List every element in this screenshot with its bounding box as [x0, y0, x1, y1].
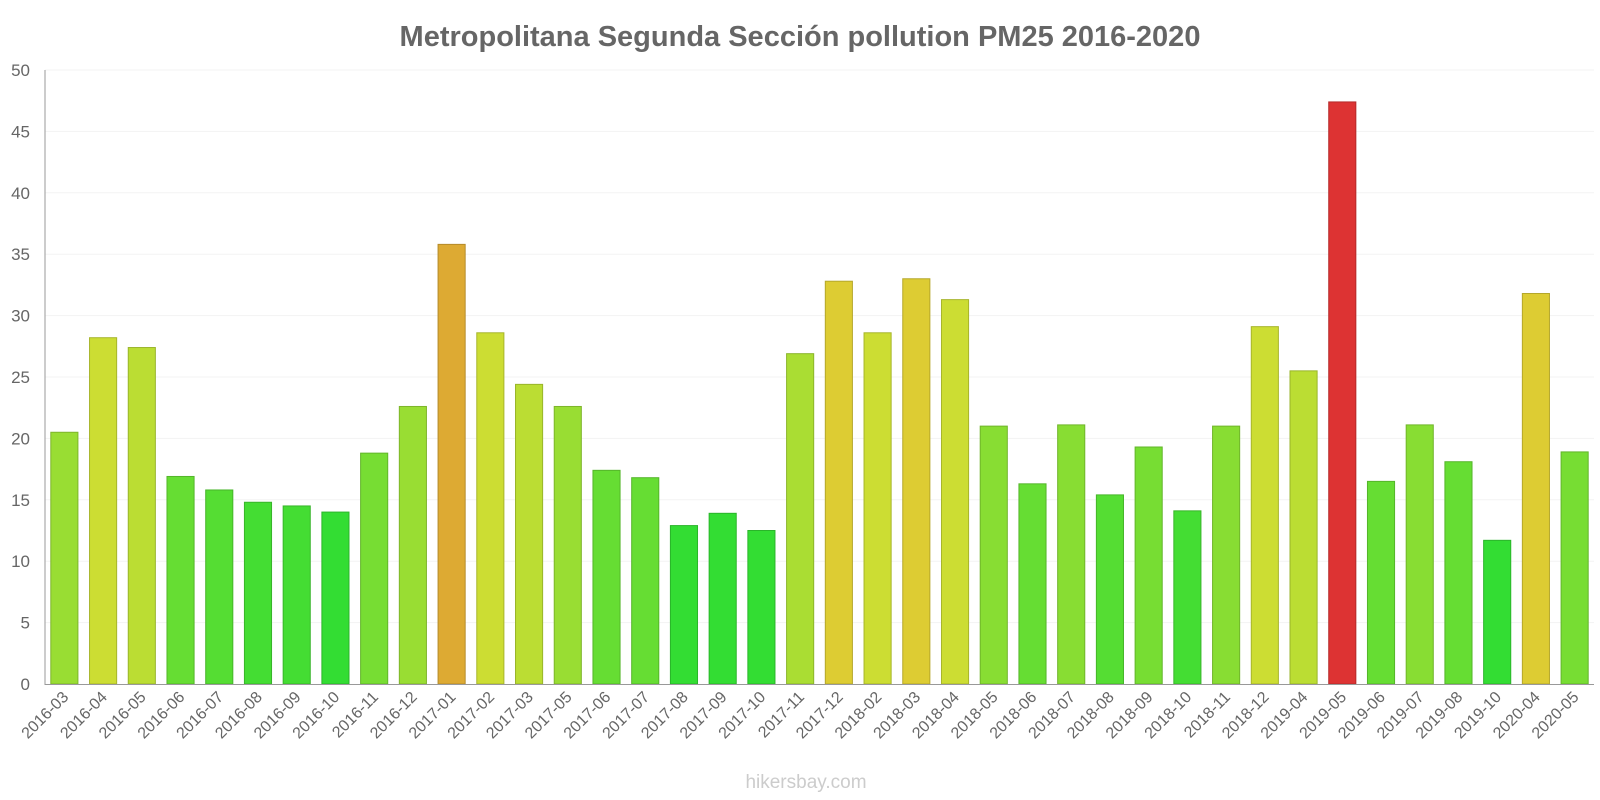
bar-2017-08	[669, 525, 699, 685]
y-tick-label: 5	[21, 614, 30, 633]
y-tick-label: 25	[11, 368, 30, 387]
bar-2018-09	[1134, 446, 1163, 685]
chart-title: Metropolitana Segunda Sección pollution …	[400, 21, 1201, 53]
bar-2016-04	[89, 337, 118, 685]
bar-2016-07	[205, 489, 234, 685]
y-tick-label: 50	[11, 61, 30, 80]
bar-2019-10	[1483, 539, 1512, 685]
bar-2018-10	[1173, 510, 1202, 685]
gridlines	[45, 69, 1594, 624]
y-tick-label: 15	[11, 491, 30, 510]
bar-2018-04	[940, 299, 970, 685]
y-tick-label: 35	[11, 245, 30, 264]
bar-2016-11	[360, 452, 389, 685]
y-tick-label: 0	[21, 675, 30, 694]
bar-2017-10	[747, 530, 776, 685]
y-tick-label: 10	[11, 552, 30, 571]
bar-2017-06	[592, 469, 621, 685]
bar-2017-02	[476, 332, 505, 685]
bar-2017-07	[631, 477, 660, 685]
bar-2018-03	[902, 278, 931, 685]
bar-2019-07	[1405, 424, 1434, 685]
bar-2016-12	[398, 405, 427, 685]
bar-2017-12	[824, 280, 853, 685]
credit-text: hikersbay.com	[745, 772, 866, 793]
bar-2018-12	[1250, 326, 1279, 685]
y-tick-labels: 0 5 10 15 20 25 30 35 40 45 50	[11, 61, 30, 694]
bar-2017-11	[786, 353, 815, 685]
bar-2017-03	[515, 383, 544, 685]
bar-2020-04	[1521, 292, 1550, 685]
bar-2016-06	[166, 475, 195, 685]
bar-2019-06	[1366, 480, 1396, 685]
x-tick-labels: 2016-032016-042016-052016-062016-072016-…	[19, 689, 1583, 743]
bar-2018-07	[1057, 424, 1086, 685]
y-tick-label: 40	[11, 184, 30, 203]
bar-2016-10	[321, 511, 350, 685]
bar-2019-05	[1328, 101, 1357, 685]
bar-2018-06	[1018, 483, 1047, 685]
bar-2018-11	[1212, 425, 1241, 685]
bar-2016-03	[50, 431, 79, 685]
bar-2018-02	[863, 332, 892, 685]
bar-2019-04	[1289, 370, 1318, 685]
bars	[50, 101, 1589, 685]
bar-2016-08	[243, 501, 273, 685]
y-tick-label: 45	[11, 122, 30, 141]
y-tick-label: 30	[11, 307, 30, 326]
y-tick-label: 20	[11, 429, 30, 448]
bar-2017-05	[553, 405, 582, 685]
bar-2020-05	[1560, 451, 1589, 685]
bar-2017-09	[708, 512, 737, 685]
bar-2016-09	[282, 505, 311, 685]
bar-2016-05	[127, 347, 156, 685]
bar-2018-05	[979, 425, 1008, 685]
bar-2017-01	[437, 243, 466, 685]
bar-2018-08	[1095, 494, 1124, 685]
bar-2019-08	[1444, 461, 1473, 685]
